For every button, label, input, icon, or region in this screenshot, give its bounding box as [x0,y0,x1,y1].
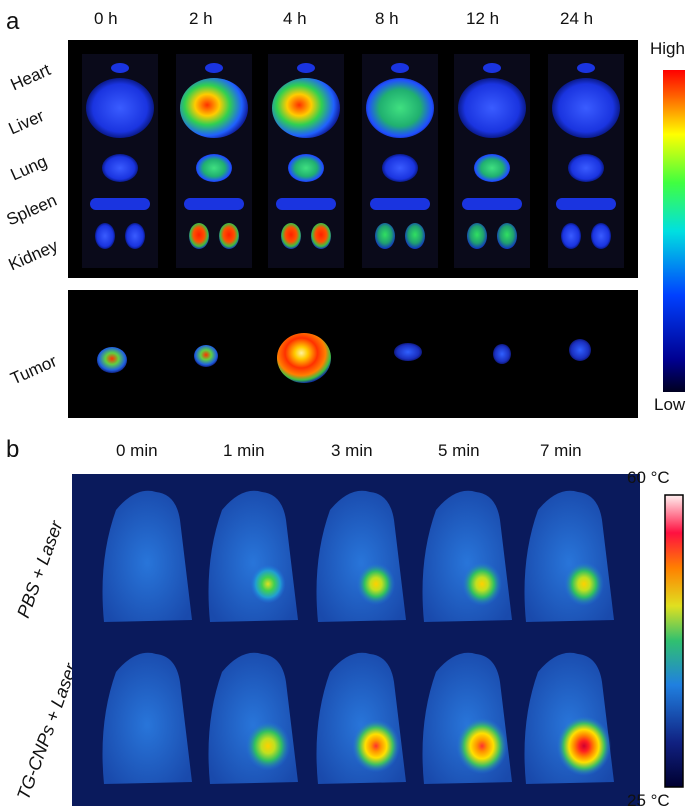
mouse-body [102,490,192,622]
lung-mark [196,154,232,182]
spleen-mark [276,198,336,210]
heart-mark [205,63,223,73]
scale-max-label: 60 °C [627,468,670,487]
kidney-mark [219,223,239,249]
time-label-7min: 7 min [540,441,582,460]
heat-spot [462,562,502,606]
organ-label-spleen: Spleen [3,190,60,230]
time-label-4h: 4 h [283,9,307,28]
liver-mark [272,78,340,138]
scale-low-label: Low [654,395,686,414]
lung-mark [474,154,510,182]
kidney-mark [311,223,331,249]
scale-high-label: High [650,39,685,58]
time-label-3min: 3 min [331,441,373,460]
heat-spot [556,716,612,776]
organ-colorbar [663,70,685,392]
row-label-pbs: PBS + Laser [13,518,67,621]
liver-mark [366,78,434,138]
heat-spot [564,562,604,606]
lung-mark [568,154,604,182]
heart-mark [577,63,595,73]
kidney-mark [405,223,425,249]
tumor-image-panel [68,290,638,418]
organ-label-kidney: Kidney [5,235,61,275]
liver-mark [180,78,248,138]
spleen-mark [90,198,150,210]
time-label-0min: 0 min [116,441,158,460]
kidney-mark [591,223,611,249]
row-label-tg-cnps: TG-CNPs + Laser [13,660,81,803]
time-label-5min: 5 min [438,441,480,460]
lung-mark [102,154,138,182]
kidney-mark [375,223,395,249]
heart-mark [391,63,409,73]
kidney-mark [467,223,487,249]
time-label-12h: 12 h [466,9,500,28]
kidney-mark [95,223,115,249]
heat-spot [352,719,400,773]
heart-mark [483,63,501,73]
time-label-24h: 24 h [560,9,594,28]
heat-spot [356,562,396,606]
spleen-mark [462,198,522,210]
organ-label-heart: Heart [7,60,54,95]
heat-spot [250,564,286,604]
scale-min-label: 25 °C [627,791,670,810]
kidney-mark [189,223,209,249]
liver-mark [458,78,526,138]
heat-spot [456,717,508,775]
heat-spot [245,721,291,771]
spleen-mark [556,198,616,210]
organ-image-panel [68,40,638,278]
time-label-2h: 2 h [189,9,213,28]
spleen-mark [184,198,244,210]
panel-b-letter: b [6,436,20,463]
mouse-body [102,652,192,784]
spleen-mark [370,198,430,210]
thermal-colorbar [664,494,684,788]
time-label-1min: 1 min [223,441,265,460]
time-label-8h: 8 h [375,9,399,28]
kidney-mark [497,223,517,249]
organ-label-liver: Liver [5,106,47,139]
organ-label-lung: Lung [7,151,50,185]
heart-mark [297,63,315,73]
liver-mark [552,78,620,138]
thermal-image-panel [72,474,640,806]
kidney-mark [561,223,581,249]
kidney-mark [125,223,145,249]
liver-mark [86,78,154,138]
lung-mark [288,154,324,182]
time-label-0h: 0 h [94,9,118,28]
lung-mark [382,154,418,182]
tumor-label: Tumor [7,351,60,389]
kidney-mark [281,223,301,249]
panel-a-letter: a [6,8,20,35]
heart-mark [111,63,129,73]
